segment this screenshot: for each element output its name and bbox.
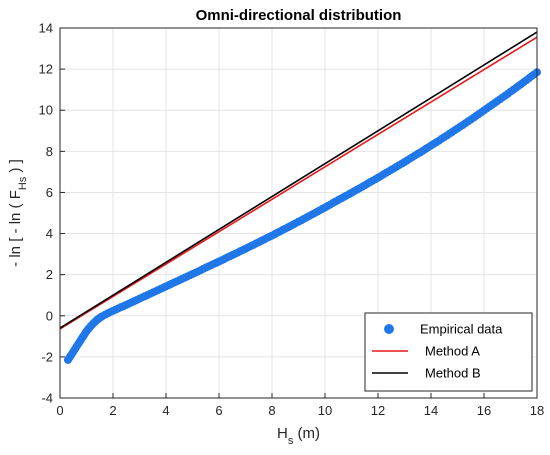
y-tick-label: 14	[39, 21, 53, 36]
x-axis-label-unit: (m)	[293, 425, 320, 442]
y-tick-label: -4	[41, 391, 53, 406]
series-layer	[59, 31, 541, 364]
x-tick-label: 4	[162, 403, 169, 418]
y-tick-label: 12	[39, 62, 53, 77]
legend: Empirical data Method A Method B	[364, 312, 533, 392]
plot-frame	[59, 27, 538, 399]
y-tick-label: -2	[41, 349, 53, 364]
y-tick-label: 0	[46, 308, 53, 323]
x-tick-label: 8	[268, 403, 275, 418]
y-axis-label-prefix: - ln [ - ln ( F	[7, 190, 24, 267]
x-tick-label: 12	[371, 403, 385, 418]
y-tick-label: 4	[46, 226, 53, 241]
y-tick-label: 2	[46, 267, 53, 282]
x-tick-label: 2	[109, 403, 116, 418]
legend-label-method-b: Method B	[425, 366, 481, 381]
x-axis-label-main: H	[277, 425, 288, 442]
x-tick-label: 10	[318, 403, 332, 418]
y-axis-label-subscript: Hs	[17, 176, 29, 190]
tick-layer: 0 2 4 6 8 10 12 14 16 18 -4 -2 0 2 4 6 8 10 12 14	[39, 21, 545, 419]
x-tick-label: 6	[215, 403, 222, 418]
legend-marker-empirical-data	[384, 324, 394, 334]
y-axis-label-suffix: ) ]	[7, 159, 24, 177]
y-axis-label: - ln [ - ln ( FHs ) ]	[7, 159, 29, 267]
y-tick-label: 10	[39, 103, 53, 118]
series-line-method-b	[59, 31, 538, 329]
legend-label-method-a: Method A	[425, 344, 480, 359]
x-axis-label-subscript: s	[288, 435, 294, 447]
x-tick-label: 16	[477, 403, 491, 418]
y-tick-label: 8	[46, 144, 53, 159]
x-tick-label: 0	[56, 403, 63, 418]
legend-label-empirical-data: Empirical data	[420, 322, 503, 337]
y-tick-label: 6	[46, 185, 53, 200]
series-line-method-a	[59, 36, 538, 330]
chart-title: Omni-directional distribution	[196, 7, 402, 24]
x-axis-label: Hs (m)	[277, 425, 320, 447]
x-tick-label: 18	[530, 403, 544, 418]
x-tick-label: 14	[424, 403, 438, 418]
